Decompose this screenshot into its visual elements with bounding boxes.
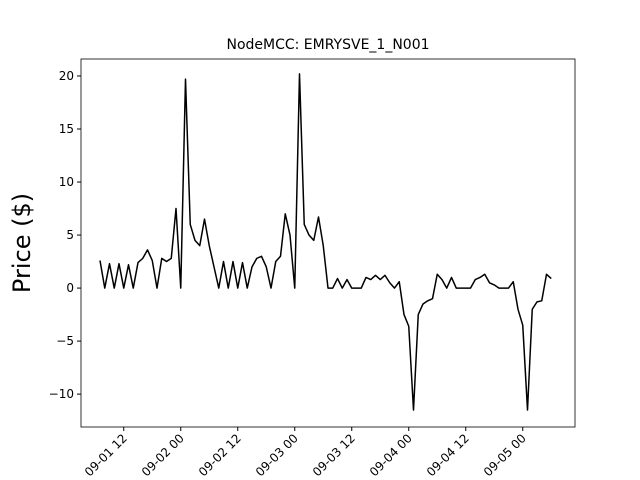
y-tick-label: −5 xyxy=(56,334,74,348)
x-tick-label: 09-02 12 xyxy=(196,431,244,479)
x-tick-label: 09-01 12 xyxy=(82,431,130,479)
y-tick-label: −10 xyxy=(49,387,74,401)
x-tick-label: 09-05 00 xyxy=(481,431,529,479)
x-tick-label: 09-03 12 xyxy=(310,431,358,479)
y-tick-label: 5 xyxy=(66,228,74,242)
y-tick-label: 0 xyxy=(66,281,74,295)
x-tick-label: 09-03 00 xyxy=(253,431,301,479)
y-axis-label: Price ($) xyxy=(8,193,36,293)
x-tick-label: 09-04 00 xyxy=(367,431,415,479)
x-tick-label: 09-02 00 xyxy=(139,431,187,479)
line xyxy=(99,73,552,411)
y-tick-label: 20 xyxy=(59,69,74,83)
chart-title: NodeMCC: EMRYSVE_1_N001 xyxy=(226,37,429,53)
y-tick-label: 10 xyxy=(59,175,74,189)
plot-frame xyxy=(80,58,576,428)
x-tick-label: 09-04 12 xyxy=(424,431,472,479)
y-tick-label: 15 xyxy=(59,122,74,136)
